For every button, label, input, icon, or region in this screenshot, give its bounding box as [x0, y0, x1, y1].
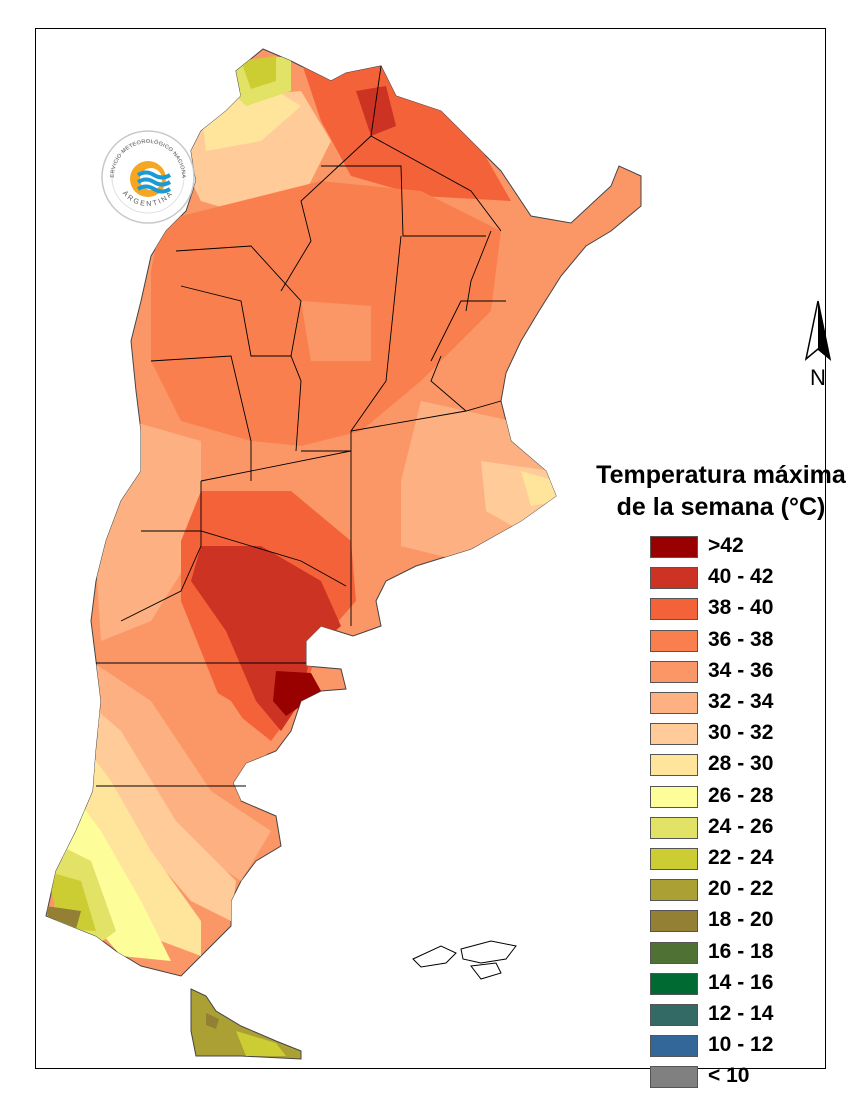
legend-item: 40 - 42	[650, 565, 850, 592]
legend-swatch	[650, 598, 698, 621]
north-label: N	[810, 365, 826, 390]
legend-swatch	[650, 910, 698, 933]
legend-item: 18 - 20	[650, 908, 850, 935]
legend-label: 40 - 42	[708, 565, 774, 589]
legend-item: 28 - 30	[650, 752, 850, 779]
legend-swatch	[650, 629, 698, 652]
zone-22-24-north-tip	[241, 56, 276, 89]
legend-swatch	[650, 723, 698, 746]
legend-item: 34 - 36	[650, 658, 850, 686]
legend-label: 26 - 28	[708, 783, 774, 807]
legend-item: 32 - 34	[650, 690, 850, 717]
legend-swatch	[650, 1035, 698, 1058]
legend-item: 12 - 14	[650, 1002, 850, 1029]
tierra-del-fuego	[190, 988, 302, 1060]
argentina-temperature-map	[45, 48, 642, 1060]
zone-32-34-south	[91, 661, 271, 881]
zone-40-42-north	[356, 86, 396, 136]
malvinas-islands	[412, 940, 517, 980]
legend-item: < 10	[650, 1064, 850, 1091]
legend-label: < 10	[708, 1064, 750, 1088]
legend-label: 10 - 12	[708, 1033, 774, 1057]
legend-item: 24 - 26	[650, 814, 850, 842]
legend-swatch	[650, 754, 698, 777]
legend-label: 34 - 36	[708, 658, 774, 682]
legend-label: 12 - 14	[708, 1002, 774, 1025]
legend-swatch	[650, 567, 698, 590]
legend: Temperatura máxima de la semana (°C) >42…	[584, 459, 850, 1089]
legend-item: 20 - 22	[650, 877, 850, 904]
map-frame: SERVICIO METEOROLÓGICO NACIONAL ARGENTIN…	[35, 28, 846, 1089]
legend-swatch	[650, 692, 698, 714]
legend-label: 24 - 26	[708, 814, 774, 838]
legend-label: 20 - 22	[708, 877, 774, 901]
zone-30-32-south	[86, 701, 236, 921]
legend-swatch	[650, 785, 698, 808]
legend-item: 30 - 32	[650, 721, 850, 748]
zone-34-36-south	[111, 641, 271, 801]
legend-swatch	[650, 1066, 698, 1089]
north-arrow: N	[788, 297, 848, 397]
legend-swatch	[650, 1004, 698, 1026]
legend-label: 18 - 20	[708, 908, 774, 932]
tierra-del-fuego-cool-spot	[236, 1031, 286, 1056]
legend-title-line-2: de la semana (°C)	[616, 493, 826, 521]
zone-34-36-center-spot	[301, 301, 371, 361]
legend-label: 36 - 38	[708, 627, 774, 651]
legend-item: 26 - 28	[650, 783, 850, 811]
legend-label: 38 - 40	[708, 596, 774, 620]
legend-label: 32 - 34	[708, 690, 774, 713]
legend-swatch	[650, 536, 698, 558]
zone-26-28-south	[61, 791, 171, 961]
legend-swatch	[650, 816, 698, 839]
legend-title-line-1: Temperatura máxima	[596, 461, 846, 489]
legend-swatch	[650, 848, 698, 870]
legend-item: 16 - 18	[650, 939, 850, 967]
legend-label: 16 - 18	[708, 939, 774, 963]
legend-item: >42	[650, 534, 850, 561]
legend-item: 38 - 40	[650, 596, 850, 623]
legend-item: 14 - 16	[650, 970, 850, 998]
legend-label: 22 - 24	[708, 846, 774, 869]
legend-swatch	[650, 660, 698, 683]
legend-swatch	[650, 879, 698, 902]
province-borders	[96, 65, 506, 787]
tierra-del-fuego-warm-spot	[206, 1013, 219, 1029]
legend-item: 36 - 38	[650, 627, 850, 655]
legend-label: >42	[708, 534, 744, 557]
legend-item: 22 - 24	[650, 846, 850, 873]
legend-label: 28 - 30	[708, 752, 774, 776]
zone-above-42-valdes	[273, 671, 321, 716]
legend-item: 10 - 12	[650, 1033, 850, 1060]
legend-label: 30 - 32	[708, 721, 774, 745]
legend-swatch	[650, 972, 698, 995]
zone-28-30-south	[81, 741, 201, 956]
zone-28-30-east-coast	[521, 471, 557, 506]
temperature-zones	[46, 56, 561, 961]
legend-label: 14 - 16	[708, 970, 774, 994]
legend-title: Temperatura máxima de la semana (°C)	[578, 459, 850, 523]
legend-swatch	[650, 941, 698, 964]
smn-logo: SERVICIO METEOROLÓGICO NACIONAL ARGENTIN…	[98, 125, 196, 225]
